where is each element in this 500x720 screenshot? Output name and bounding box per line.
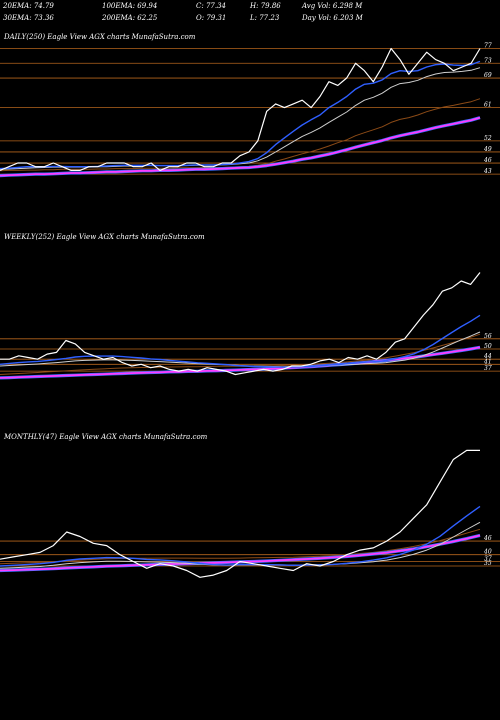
tick-label: 37 — [484, 365, 492, 372]
header-high: H: 79.86 — [250, 2, 281, 10]
panel-title: WEEKLY(252) Eagle View AGX charts Munafa… — [4, 233, 205, 241]
header-30ema: 30EMA: 73.36 — [3, 14, 54, 22]
tick-label: 77 — [484, 42, 492, 49]
header-open: O: 79.31 — [196, 14, 227, 22]
header-day-vol: Day Vol: 6.203 M — [302, 14, 363, 22]
tick-label: 73 — [484, 57, 492, 64]
series-ema20 — [0, 60, 481, 170]
tick-label: 49 — [483, 146, 492, 153]
tick-label: 46 — [483, 535, 492, 542]
header-20ema: 20EMA: 74.79 — [3, 2, 54, 10]
tick-label: 56 — [484, 333, 492, 340]
series-ema30 — [0, 67, 481, 170]
series-ema20 — [0, 314, 481, 368]
series-price — [0, 272, 481, 376]
chart-panel-2: MONTHLY(47) Eagle View AGX charts Munafa… — [0, 433, 500, 578]
tick-label: 61 — [484, 102, 492, 109]
header-close: C: 77.34 — [196, 2, 226, 10]
tick-label: 69 — [484, 72, 492, 79]
tick-label: 43 — [483, 168, 492, 175]
panel-title: MONTHLY(47) Eagle View AGX charts Munafa… — [3, 433, 208, 441]
header-low: L: 77.23 — [250, 14, 280, 22]
chart-panel-1: WEEKLY(252) Eagle View AGX charts Munafa… — [0, 233, 500, 380]
tick-label: 41 — [483, 358, 492, 365]
tick-label: 46 — [483, 157, 492, 164]
series-ema200 — [0, 116, 481, 177]
series-ema200 — [0, 346, 481, 379]
tick-label: 37 — [484, 555, 492, 562]
series-ema100 — [0, 528, 481, 565]
panel-title: DAILY(250) Eagle View AGX charts MunafaS… — [3, 33, 196, 41]
series-price — [0, 449, 480, 578]
header-100ema: 100EMA: 69.94 — [102, 2, 158, 10]
tick-label: 40 — [483, 549, 492, 556]
tick-label: 52 — [484, 135, 492, 142]
tick-label: 35 — [484, 560, 492, 567]
header-200ema: 200EMA: 62.25 — [102, 14, 158, 22]
chart-panel-0: DAILY(250) Eagle View AGX charts MunafaS… — [0, 33, 500, 178]
series-price — [0, 47, 481, 171]
header-avg-vol: Avg Vol: 6.298 M — [302, 2, 363, 10]
series-ema20 — [0, 505, 481, 567]
tick-label: 44 — [483, 353, 492, 360]
tick-label: 50 — [484, 343, 492, 350]
